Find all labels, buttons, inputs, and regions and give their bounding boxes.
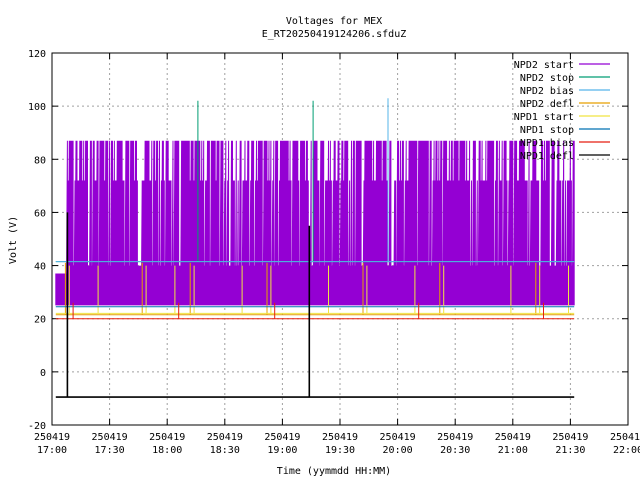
x-tick-date: 250419 (34, 432, 70, 443)
x-tick-date: 250419 (437, 432, 473, 443)
x-tick-time: 21:30 (555, 445, 585, 456)
series-npd1-defl (55, 212, 575, 398)
x-tick-time: 17:30 (95, 445, 125, 456)
x-tick-time: 18:00 (152, 445, 182, 456)
x-tick-date: 250419 (264, 432, 300, 443)
y-axis-label: Volt (V) (8, 216, 19, 264)
series-npd2-start (55, 140, 575, 306)
x-tick-time: 22:00 (613, 445, 640, 456)
legend-label: NPD1 bias (520, 138, 574, 149)
x-tick-time: 19:00 (267, 445, 297, 456)
series-npd1-bias (55, 302, 575, 320)
axis-ticks: -20 0 20 40 60 80 100 120 250419 17:00 250419 17:30… (28, 49, 640, 456)
y-tick-label: 0 (40, 368, 46, 379)
x-tick-date: 250419 (380, 432, 416, 443)
legend-label: NPD2 defl (520, 99, 574, 110)
y-tick-label: 100 (28, 102, 46, 113)
chart-subtitle: E_RT20250419124206.sfduZ (262, 29, 407, 40)
x-tick-date: 250419 (495, 432, 531, 443)
chart-title: Voltages for MEX (286, 16, 382, 27)
series-group (55, 98, 575, 398)
x-tick-date: 250419 (149, 432, 185, 443)
y-tick-label: 40 (34, 262, 46, 273)
legend-label: NPD2 bias (520, 86, 574, 97)
x-tick-time: 21:00 (498, 445, 528, 456)
series-npd1-start (55, 265, 575, 314)
y-tick-label: 120 (28, 49, 46, 60)
y-tick-label: -20 (28, 421, 46, 432)
legend-label: NPD1 start (514, 112, 574, 123)
x-tick-time: 18:30 (210, 445, 240, 456)
x-tick-date: 250419 (207, 432, 243, 443)
plot-frame (51, 52, 629, 426)
y-tick-label: 60 (34, 208, 46, 219)
x-tick-time: 20:30 (440, 445, 470, 456)
series-npd2-defl (55, 262, 575, 316)
x-tick-date: 250419 (322, 432, 358, 443)
x-tick-time: 20:00 (383, 445, 413, 456)
x-tick-time: 19:30 (325, 445, 355, 456)
legend-label: NPD1 defl (520, 151, 574, 162)
legend-label: NPD2 stop (520, 73, 574, 84)
y-tick-label: 80 (34, 155, 46, 166)
x-tick-date: 250419 (92, 432, 128, 443)
legend-label: NPD1 stop (520, 125, 574, 136)
series-npd2-bias (55, 98, 575, 263)
x-tick-time: 17:00 (37, 445, 67, 456)
legend-label: NPD2 start (514, 60, 574, 71)
x-tick-date: 250419 (552, 432, 588, 443)
y-tick-label: 20 (34, 315, 46, 326)
legend: NPD2 start NPD2 stop NPD2 bias NPD2 defl NPD… (514, 60, 610, 162)
x-tick-date: 250419 (610, 432, 640, 443)
x-axis-label: Time (yymmdd HH:MM) (277, 466, 391, 477)
